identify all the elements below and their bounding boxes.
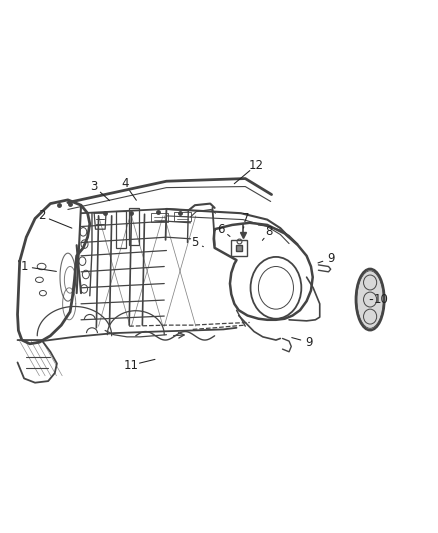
Text: 6: 6 — [217, 223, 225, 236]
Text: 10: 10 — [374, 293, 389, 306]
Bar — [174, 212, 191, 221]
Text: 4: 4 — [121, 177, 129, 190]
Bar — [231, 240, 247, 256]
Bar — [151, 213, 168, 222]
Bar — [116, 211, 126, 248]
Text: 7: 7 — [241, 212, 249, 225]
Text: 1: 1 — [20, 260, 28, 273]
Text: 9: 9 — [327, 252, 335, 265]
Text: 5: 5 — [191, 236, 198, 249]
Text: 2: 2 — [38, 209, 46, 222]
Text: 8: 8 — [266, 225, 273, 238]
Text: 12: 12 — [249, 159, 264, 172]
Text: 11: 11 — [124, 359, 139, 372]
Text: 3: 3 — [91, 180, 98, 193]
Text: 9: 9 — [305, 336, 313, 349]
Bar — [129, 208, 139, 245]
Ellipse shape — [356, 269, 385, 330]
